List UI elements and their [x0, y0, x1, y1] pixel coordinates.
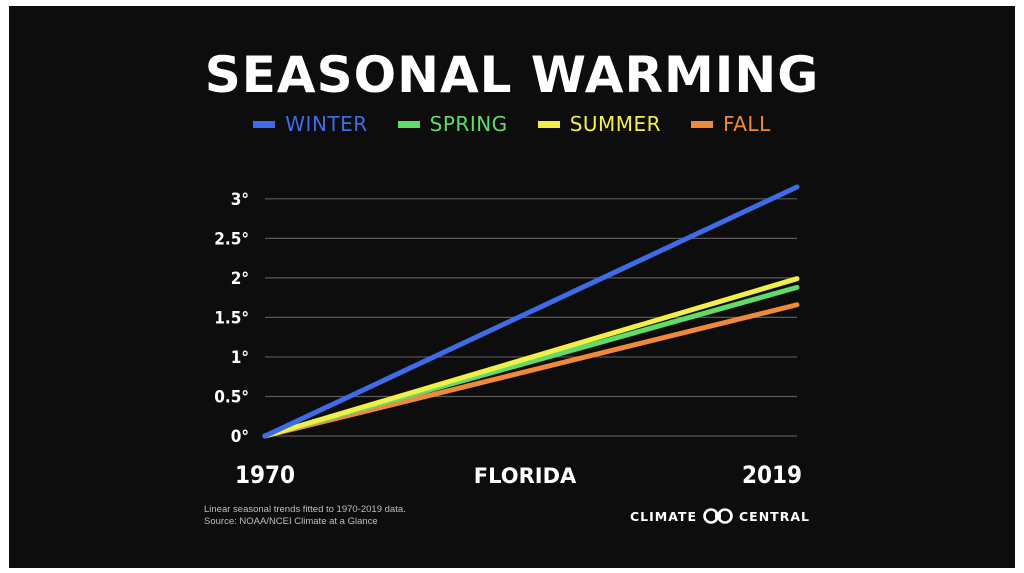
legend-item-summer: SUMMER: [537, 112, 662, 136]
y-axis-ticks: 0° 0.5° 1° 1.5° 2° 2.5° 3°: [214, 190, 249, 447]
legend-item-fall: FALL: [691, 112, 771, 136]
y-tick-label: 1°: [231, 348, 249, 368]
footnote-line-2: Source: NOAA/NCEI Climate at a Glance: [204, 516, 378, 527]
brand-logo: CLIMATE CENTRAL: [630, 508, 810, 524]
footnote: Linear seasonal trends fitted to 1970-20…: [204, 504, 406, 528]
series-lines: [262, 184, 800, 439]
series-line-fall: [262, 302, 800, 439]
brand-right-text: CENTRAL: [739, 508, 810, 524]
y-tick-label: 3°: [231, 190, 249, 210]
legend-item-winter: WINTER: [253, 112, 367, 136]
brand-left-text: CLIMATE: [630, 508, 697, 524]
x-tick-label-start: 1970: [235, 461, 295, 489]
legend-label-summer: SUMMER: [569, 112, 662, 136]
climate-central-logo-icon: [703, 508, 733, 524]
y-tick-label: 1.5°: [214, 308, 249, 328]
region-label: FLORIDA: [474, 464, 577, 488]
series-line-winter: [262, 184, 800, 439]
legend: WINTER SPRING SUMMER FALL: [9, 112, 1015, 136]
chart-title: SEASONAL WARMING: [204, 46, 820, 104]
series-line-summer: [262, 276, 800, 439]
legend-swatch-fall: [691, 120, 714, 128]
y-tick-label: 2°: [231, 269, 249, 289]
legend-swatch-summer: [537, 120, 560, 128]
footnote-line-1: Linear seasonal trends fitted to 1970-20…: [204, 504, 406, 515]
legend-item-spring: SPRING: [397, 112, 508, 136]
legend-label-spring: SPRING: [429, 112, 508, 136]
plot-area: 0° 0.5° 1° 1.5° 2° 2.5° 3° 1970 2019 FLORIDA: [214, 184, 802, 489]
legend-label-fall: FALL: [723, 112, 771, 136]
y-tick-label: 0.5°: [214, 387, 249, 407]
legend-swatch-spring: [397, 120, 420, 128]
legend-label-winter: WINTER: [285, 112, 368, 136]
legend-swatch-winter: [253, 120, 276, 128]
chart-panel: SEASONAL WARMING WINTER SPRING SUMMER FALL …: [9, 6, 1015, 568]
y-tick-label: 0°: [231, 427, 249, 447]
y-tick-label: 2.5°: [214, 229, 249, 249]
x-tick-label-end: 2019: [742, 461, 802, 489]
